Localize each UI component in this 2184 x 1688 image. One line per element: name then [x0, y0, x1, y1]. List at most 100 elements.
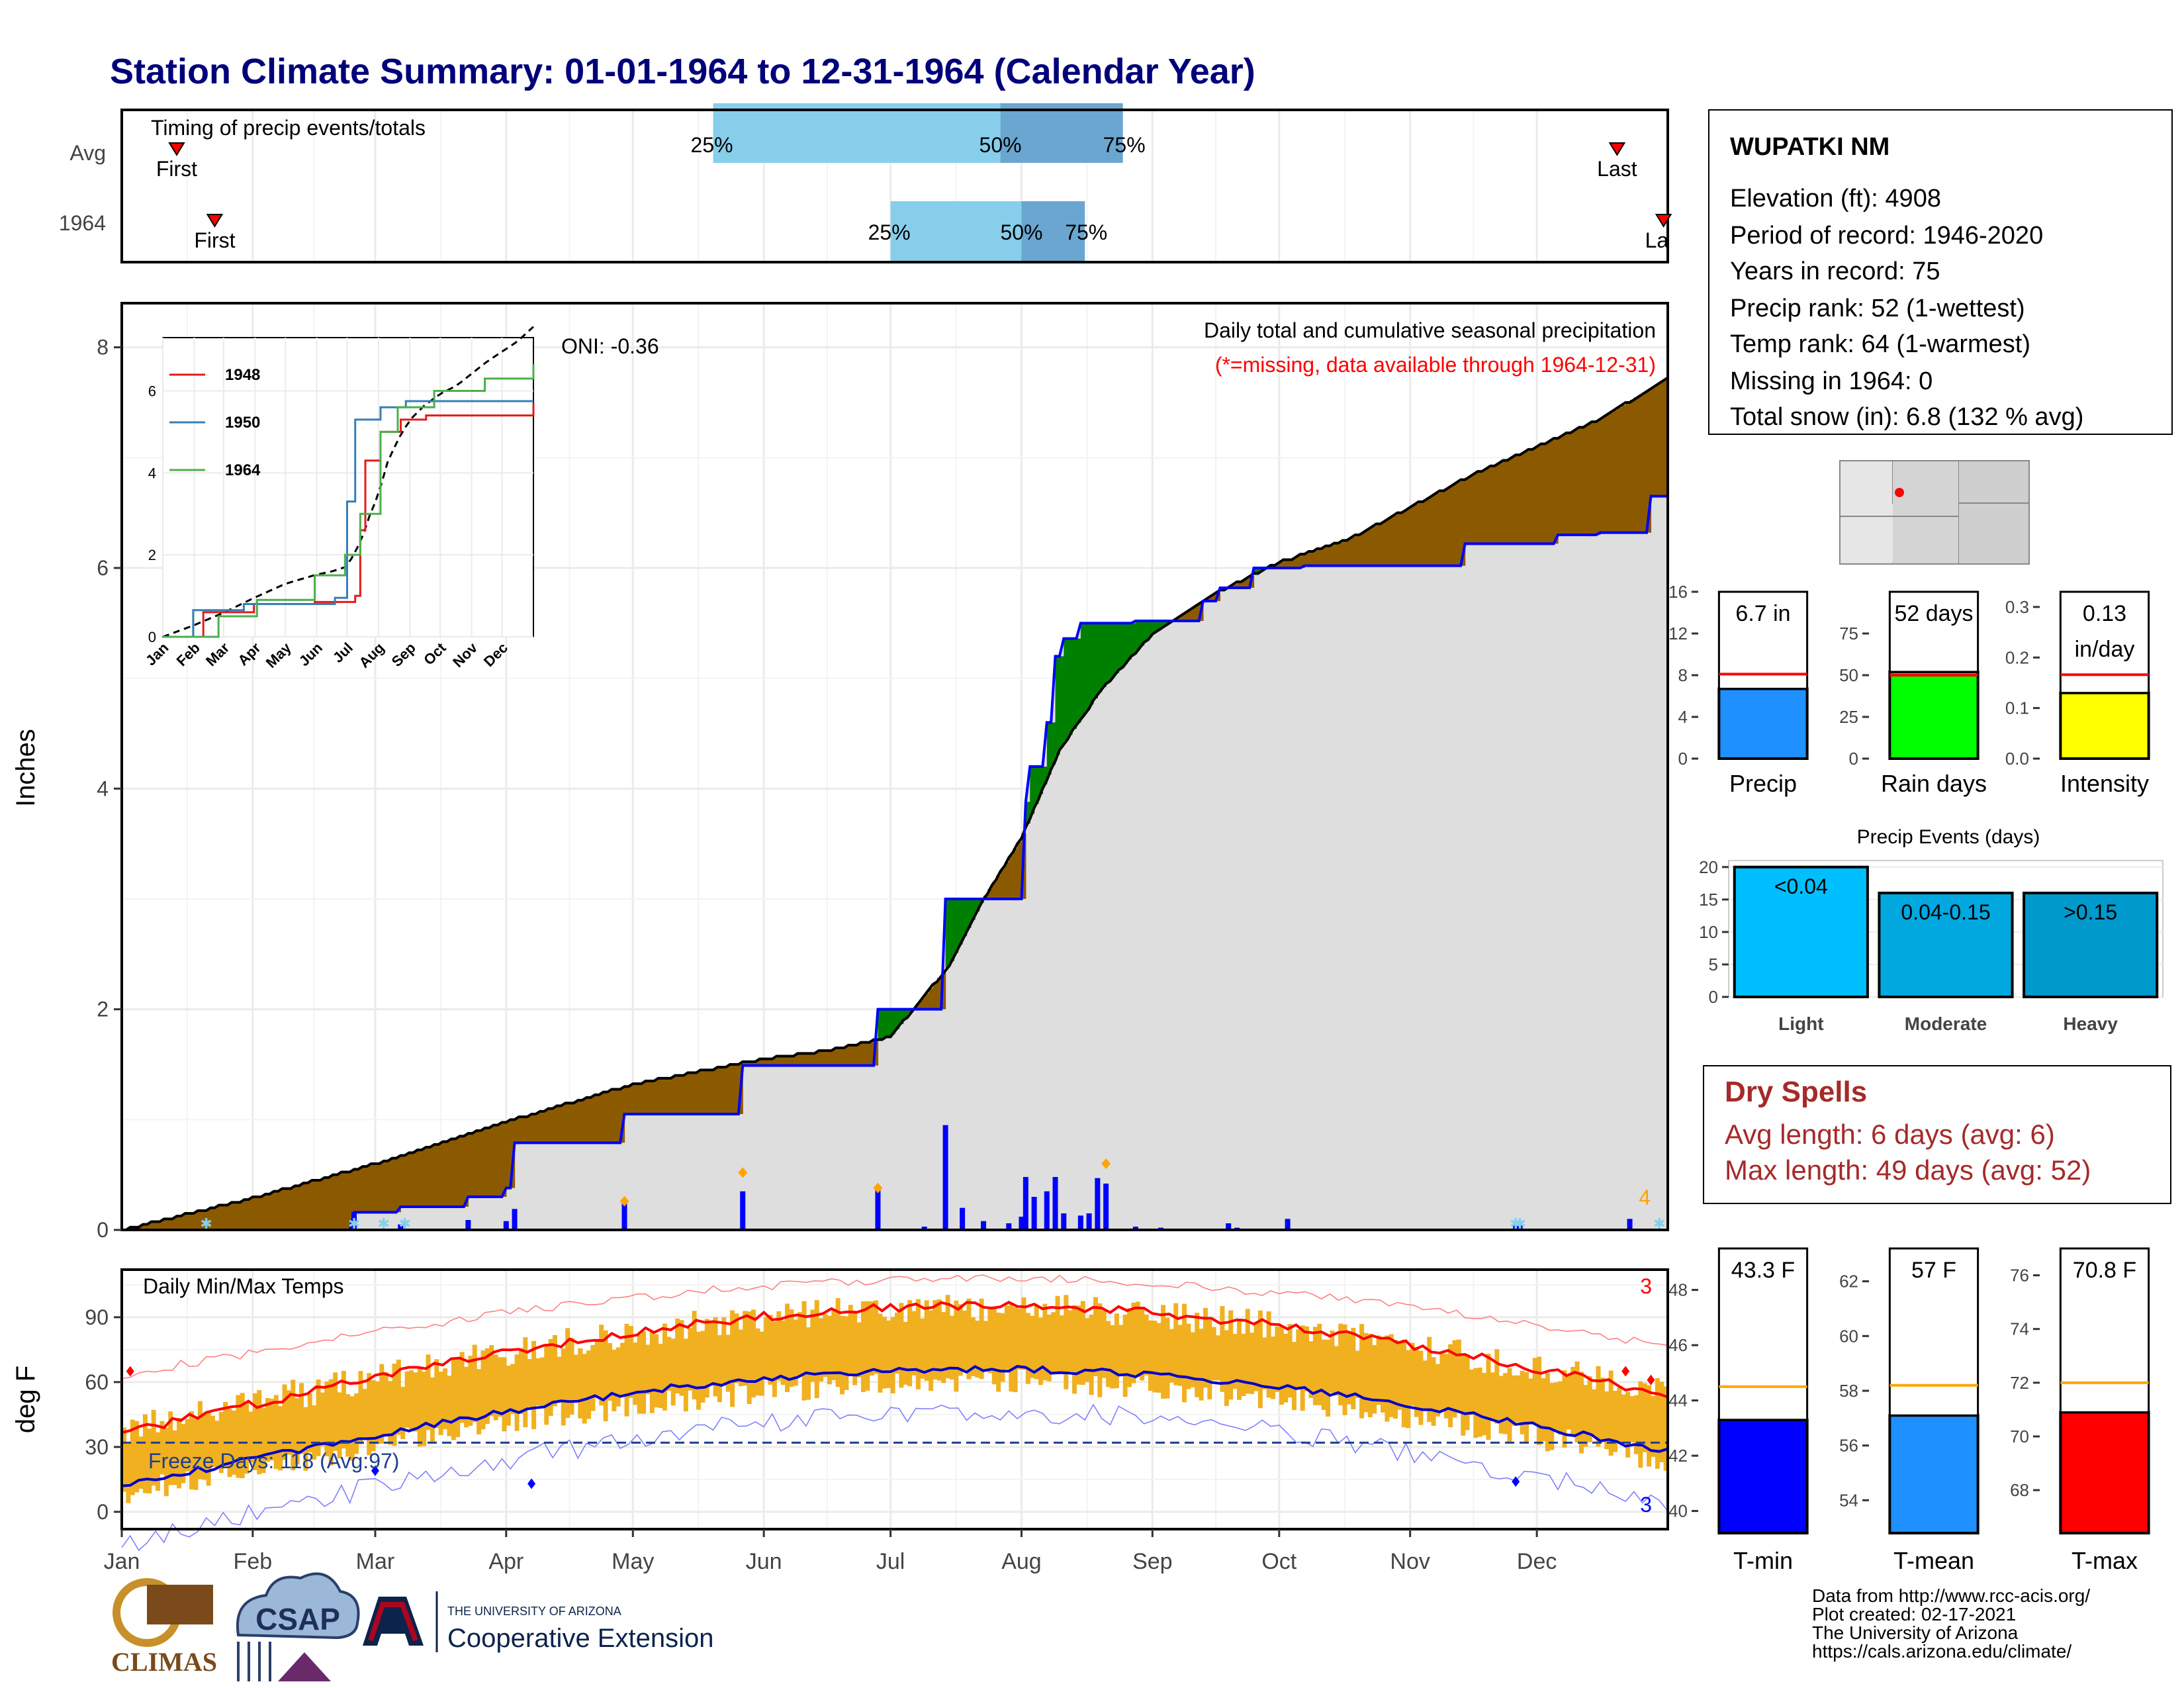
precip-deficit-area: [933, 983, 938, 1009]
daily-temp-range: [911, 1311, 917, 1376]
daily-temp-range: [130, 1419, 135, 1495]
mini-ytick-label: 58: [1839, 1381, 1858, 1401]
month-label: Nov: [1390, 1549, 1430, 1574]
daily-temp-range: [333, 1372, 338, 1451]
daily-temp-range: [1000, 1313, 1005, 1382]
precip-deficit-area: [396, 1156, 401, 1213]
daily-temp-range: [312, 1405, 317, 1460]
daily-precip-bar: [398, 1224, 404, 1230]
precip-deficit-area: [463, 1135, 469, 1207]
daily-temp-range: [801, 1301, 807, 1401]
daily-temp-range: [1566, 1375, 1571, 1430]
precip-deficit-area: [860, 1043, 866, 1066]
precip-deficit-area: [392, 1157, 397, 1213]
precip-surplus-area: [1085, 623, 1090, 711]
daily-precip-bar: [465, 1220, 471, 1230]
daily-temp-range: [1220, 1306, 1225, 1392]
daily-temp-range: [649, 1331, 655, 1413]
daily-temp-range: [1182, 1303, 1187, 1403]
precip-deficit-area: [1372, 526, 1377, 566]
daily-temp-range: [459, 1352, 465, 1423]
precip-surplus-area: [1042, 767, 1048, 784]
daily-precip-bar: [1132, 1227, 1138, 1230]
precip-deficit-area: [675, 1076, 680, 1114]
precip-deficit-area: [831, 1049, 837, 1066]
precip-surplus-area: [949, 899, 954, 961]
daily-temp-range: [1017, 1308, 1023, 1370]
daily-temp-range: [717, 1335, 722, 1403]
month-label: Mar: [356, 1549, 395, 1574]
daily-temp-range: [730, 1310, 735, 1407]
heavy-event-marker: [873, 1182, 883, 1194]
daily-temp-range: [354, 1393, 359, 1454]
mini-ytick-label: 0.2: [2005, 647, 2029, 667]
first-event-marker: [168, 142, 185, 156]
daily-temp-range: [480, 1350, 486, 1430]
daily-temp-range: [413, 1372, 418, 1432]
mini-value-bar: [1888, 1414, 1979, 1534]
daily-temp-range: [692, 1311, 697, 1400]
timing-label: Timing of precip events/totals: [151, 116, 426, 140]
mini-value-bar: [1888, 670, 1979, 761]
precip-deficit-area: [1439, 491, 1445, 566]
precip-deficit-area: [455, 1137, 461, 1207]
mini-ytick-label: 54: [1839, 1490, 1858, 1510]
precip-deficit-area: [561, 1105, 566, 1143]
precip-deficit-area: [1435, 492, 1440, 566]
ytick-label: 0: [97, 1500, 109, 1524]
daily-temp-range: [324, 1382, 330, 1456]
summary-bar-charts: 0 4 8 12 16 6.7 in Precip 0 25 50 75 52 days Rain da…: [1668, 582, 2169, 797]
heavy-event-marker: [738, 1167, 748, 1178]
daily-temp-range: [996, 1312, 1001, 1392]
last-event-marker: [1655, 214, 1672, 228]
daily-temp-range: [603, 1330, 608, 1422]
precip-deficit-area: [654, 1080, 659, 1114]
daily-temp-range: [316, 1379, 321, 1456]
precip-surplus-area: [1093, 623, 1098, 699]
climas-logo-text: CLIMAS: [111, 1647, 217, 1677]
precip-deficit-area: [801, 1053, 807, 1066]
precip-surplus-area: [1106, 623, 1111, 682]
precip-deficit-area: [1326, 546, 1330, 566]
temperature-panel: 0 30 60 90 deg F Daily Min/Max Temps 3 3 Fr…: [11, 1268, 1669, 1552]
daily-temp-range: [607, 1342, 612, 1401]
daily-temp-range: [1452, 1340, 1457, 1418]
precip-deficit-area: [265, 1194, 270, 1230]
daily-precip-bar: [1061, 1213, 1067, 1230]
precip-deficit-area: [1414, 504, 1420, 566]
daily-temp-range: [1300, 1325, 1305, 1411]
precip-deficit-area: [333, 1174, 338, 1230]
daily-temp-range: [557, 1356, 562, 1403]
mini-ytick-label: 76: [2010, 1266, 2029, 1286]
precip-deficit-area: [214, 1207, 220, 1230]
daily-temp-range: [468, 1356, 473, 1426]
precip-deficit-area: [337, 1174, 342, 1230]
daily-temp-range: [895, 1312, 899, 1374]
daily-temp-range: [1046, 1314, 1052, 1382]
daily-temp-range: [819, 1318, 824, 1382]
precip-deficit-area: [721, 1066, 727, 1114]
daily-temp-range: [282, 1384, 287, 1460]
daily-temp-range: [502, 1357, 507, 1432]
daily-temp-range: [463, 1366, 469, 1428]
precip-deficit-area: [1537, 445, 1542, 544]
station-precip-rank: Precip rank: 52 (1-wettest): [1730, 295, 2025, 322]
precip-deficit-area: [1452, 484, 1457, 566]
mini-ytick-label: 42: [1668, 1446, 1688, 1466]
daily-temp-range: [958, 1304, 963, 1376]
daily-temp-range: [658, 1344, 663, 1409]
daily-temp-range: [903, 1321, 908, 1385]
precip-deficit-area: [1473, 473, 1479, 544]
daily-temp-range: [721, 1317, 727, 1386]
precip-deficit-area: [1304, 553, 1310, 566]
precip-deficit-area: [1532, 447, 1537, 544]
precip-deficit-area: [670, 1076, 676, 1114]
daily-temp-range: [278, 1406, 283, 1471]
precip-deficit-area: [1279, 561, 1284, 568]
daily-temp-range: [785, 1303, 790, 1393]
mini-empty-bar: [1888, 590, 1979, 673]
daily-temp-range: [907, 1299, 913, 1387]
precip-surplus-area: [1127, 623, 1132, 660]
